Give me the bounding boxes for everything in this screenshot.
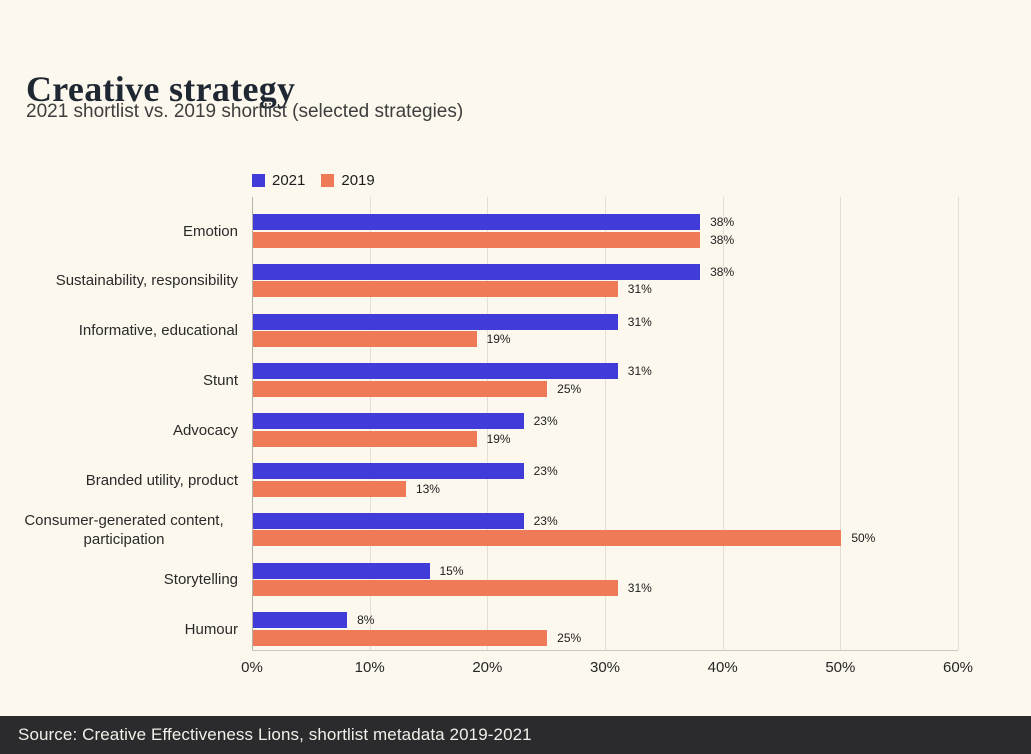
gridline [722,197,724,650]
bar-2021 [253,512,524,529]
value-label: 38% [710,264,735,279]
value-label: 15% [439,563,464,578]
category-label: Advocacy [172,421,238,439]
category-label: Sustainability, responsibility [55,272,238,290]
gridline [605,197,606,650]
category-label: Storytelling [163,571,238,589]
x-tick-label: 0% [241,659,263,676]
bar-2019 [253,629,548,646]
legend-label-2021: 2021 [272,172,306,189]
bar-2021 [253,363,618,380]
bar-2019 [253,480,406,497]
bar-2021 [253,313,618,330]
bar-2019 [253,380,548,397]
y-axis-line [252,197,253,650]
bar-2019 [253,281,618,298]
bar-2021 [253,413,524,430]
chart-subtitle: 2021 shortlist vs. 2019 shortlist (selec… [26,101,464,122]
bar-2019 [253,430,477,447]
legend-swatch-2019-icon [321,174,335,187]
category-label: Stunt [202,371,238,389]
value-label: 38% [710,232,735,247]
gridline [958,197,959,650]
value-label: 23% [533,414,558,429]
page-title: Creative strategy [26,69,296,110]
value-label: 50% [851,531,876,546]
bar-2019 [253,580,618,597]
category-label: Emotion [182,222,238,240]
value-label: 31% [627,314,652,329]
bar-2021 [253,463,524,479]
bar-2019 [253,530,842,547]
bar-2021 [253,214,701,230]
x-axis-line [252,650,958,651]
x-tick-label: 20% [472,659,503,676]
value-label: 23% [533,513,558,528]
value-label: 13% [415,481,440,496]
bar-2021 [253,562,430,579]
category-label: Informative, educational [78,322,238,340]
value-label: 19% [486,332,511,347]
value-label: 25% [557,630,582,645]
x-tick-label: 40% [707,659,738,676]
chart-legend: 2021 2019 [252,172,375,189]
category-label: Branded utility, product [85,471,238,489]
x-tick-label: 30% [589,659,621,676]
value-label: 23% [533,464,558,478]
value-label: 8% [357,613,375,628]
source-text: Source: Creative Effectiveness Lions, sh… [18,725,532,744]
category-label: Humour [184,620,238,638]
x-tick-label: 60% [942,659,974,676]
bar-2019 [253,231,701,248]
bar-2021 [253,612,348,629]
bar-2019 [253,331,477,348]
category-label: Consumer-generated content, participatio… [24,511,224,548]
value-label: 31% [627,581,652,596]
value-label: 25% [557,381,582,396]
legend-label-2019: 2019 [341,172,375,189]
legend-item-2021: 2021 [252,172,305,189]
gridline [840,197,842,650]
bar-2021 [253,263,701,280]
value-label: 19% [486,431,511,446]
legend-swatch-2021-icon [252,174,265,187]
x-tick-label: 50% [825,659,856,676]
x-tick-label: 10% [354,659,385,676]
legend-item-2019: 2019 [321,172,375,189]
value-label: 38% [710,215,735,229]
source-footer: Source: Creative Effectiveness Lions, sh… [0,716,1031,754]
value-label: 31% [627,364,652,379]
value-label: 31% [627,282,652,297]
